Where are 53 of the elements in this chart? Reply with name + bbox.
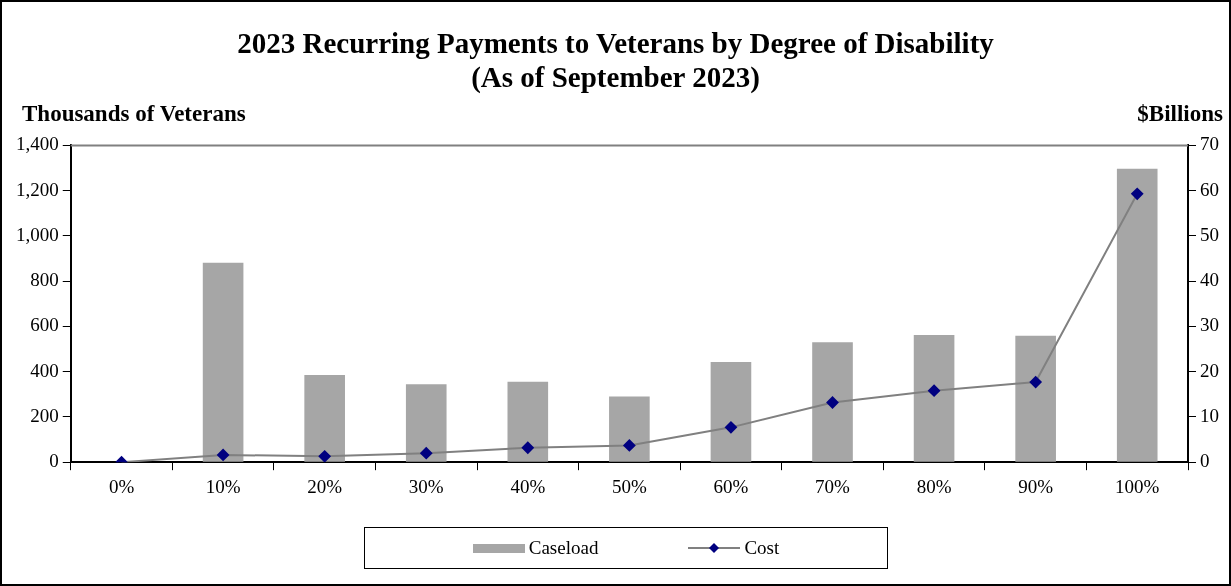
- y-tick-label: 200: [30, 404, 59, 426]
- y2-tick-label: 10: [1200, 404, 1219, 426]
- x-tick-label: 50%: [611, 475, 647, 497]
- y2-tick-label: 70: [1200, 133, 1219, 155]
- chart-title: 2023 Recurring Payments to Veterans by Degree of Disability: [236, 26, 995, 60]
- y-tick-label: 1,200: [16, 178, 59, 200]
- point: [1131, 187, 1144, 200]
- y-tick-label: 0: [49, 450, 59, 472]
- bar: [507, 381, 549, 462]
- y2-tick-label: 40: [1200, 269, 1219, 291]
- x-tick-label: 40%: [510, 475, 546, 497]
- point: [623, 439, 636, 452]
- point: [1029, 376, 1042, 389]
- bar: [710, 361, 752, 462]
- y-tick-label: 400: [30, 359, 59, 381]
- x-tick-label: 100%: [1115, 475, 1160, 497]
- legend-label: Cost: [744, 537, 780, 559]
- legend-label: Caseload: [528, 537, 599, 559]
- y2-tick-label: 20: [1200, 359, 1219, 381]
- x-tick-label: 60%: [713, 475, 749, 497]
- point: [724, 421, 737, 434]
- point: [420, 447, 433, 460]
- bar: [202, 262, 244, 462]
- point: [928, 384, 941, 397]
- y-tick-label: 800: [30, 269, 59, 291]
- bar: [1015, 335, 1056, 462]
- point: [826, 396, 839, 409]
- y-axis-title: Thousands of Veterans: [22, 101, 246, 127]
- point: [318, 450, 331, 463]
- x-tick-label: 20%: [307, 475, 343, 497]
- x-tick-label: 0%: [108, 475, 135, 497]
- point: [521, 441, 534, 454]
- bar: [609, 396, 650, 462]
- y2-tick-label: 30: [1200, 314, 1219, 336]
- y2-tick-label: 50: [1200, 223, 1219, 245]
- chart-subtitle: (As of September 2023): [470, 60, 761, 94]
- x-tick-label: 30%: [408, 475, 444, 497]
- x-tick-label: 80%: [916, 475, 952, 497]
- y2-tick-label: 60: [1200, 178, 1219, 200]
- y-tick-label: 1,000: [16, 223, 59, 245]
- bar: [405, 384, 447, 462]
- y2-axis-title: $Billions: [1137, 101, 1223, 127]
- bar: [913, 335, 955, 462]
- y2-tick-label: 0: [1200, 450, 1210, 472]
- x-tick-label: 70%: [815, 475, 851, 497]
- y-tick-label: 600: [30, 314, 59, 336]
- x-tick-label: 10%: [205, 475, 241, 497]
- point: [217, 448, 230, 461]
- x-tick-label: 90%: [1018, 475, 1054, 497]
- bar: [812, 342, 853, 462]
- bar: [1116, 168, 1158, 462]
- bar: [304, 375, 345, 462]
- y-tick-label: 1,400: [16, 133, 59, 155]
